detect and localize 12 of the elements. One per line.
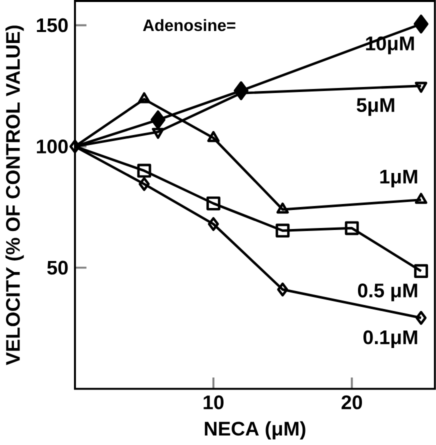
y-tick-label: 150 [36, 18, 68, 32]
x-axis-title: NECA (μM) [204, 421, 306, 440]
series-label: 1μM [380, 170, 418, 188]
x-tick-label: 20 [342, 395, 362, 410]
y-axis-title: VELOCITY (% OF CONTROL VALUE) [6, 26, 24, 366]
x-tick-label: 10 [204, 395, 224, 410]
series-label: 0.5 μM [358, 284, 418, 302]
annotation: Adenosine= [143, 19, 236, 32]
y-tick-label: 50 [47, 260, 68, 275]
series-label: 0.1μM [364, 330, 418, 348]
y-tick-label: 100 [36, 140, 68, 154]
series-label: 5μM [356, 98, 394, 116]
